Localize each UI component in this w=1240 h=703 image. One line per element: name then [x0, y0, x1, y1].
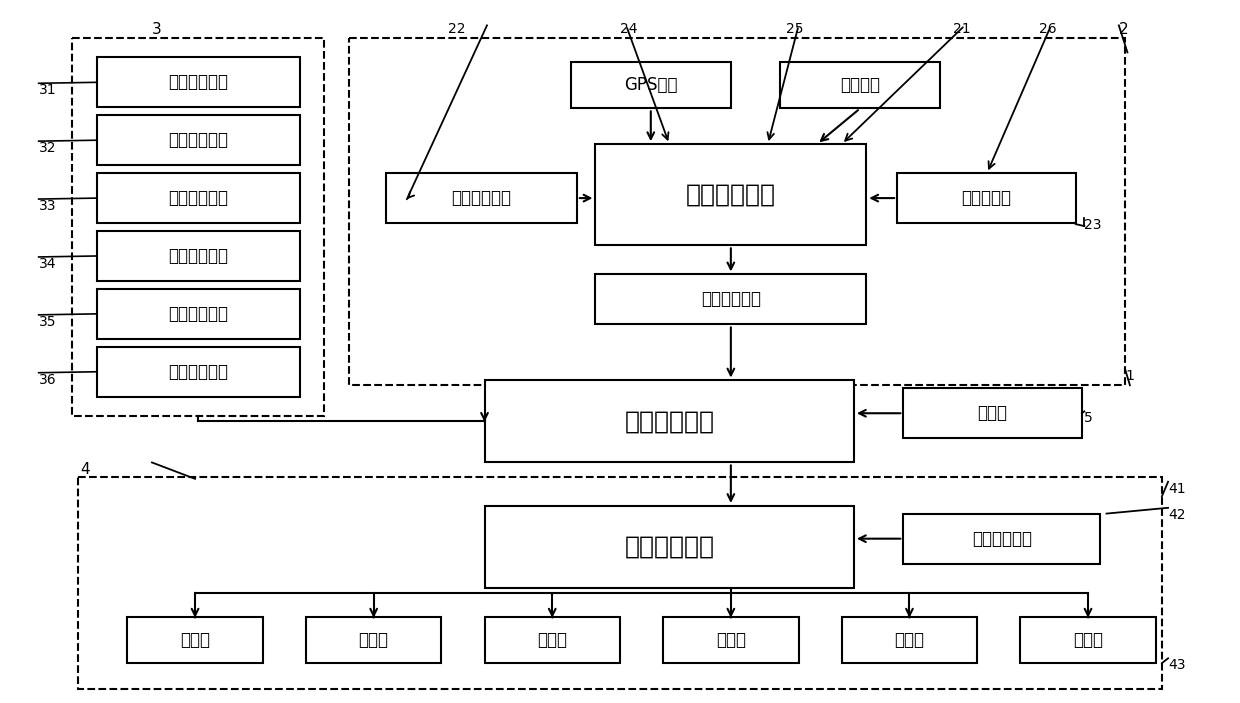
Text: 33: 33 [38, 199, 56, 213]
Text: 数据库: 数据库 [977, 404, 1008, 423]
Bar [903, 388, 1081, 439]
Text: 22: 22 [448, 22, 465, 36]
Text: 远程监测平台: 远程监测平台 [624, 535, 714, 559]
Text: 摄像头组件: 摄像头组件 [961, 189, 1012, 207]
Text: 客户端: 客户端 [358, 631, 388, 649]
Text: 服务管理终端: 服务管理终端 [624, 409, 714, 434]
Bar [97, 57, 300, 108]
Bar [595, 274, 867, 325]
Text: GPS模块: GPS模块 [624, 76, 677, 94]
Text: 31: 31 [38, 83, 56, 97]
Bar [595, 144, 867, 245]
Text: 1: 1 [1125, 369, 1133, 383]
Text: 2: 2 [1118, 22, 1128, 37]
Text: 警报控制模块: 警报控制模块 [169, 363, 228, 381]
Text: 计时模块: 计时模块 [841, 76, 880, 94]
Text: 肥水施加模块: 肥水施加模块 [169, 247, 228, 265]
Bar [97, 231, 300, 281]
Text: 客户端: 客户端 [894, 631, 925, 649]
Bar [1021, 617, 1156, 663]
Text: 数据采集组件: 数据采集组件 [451, 189, 511, 207]
Text: 数据存储模块: 数据存储模块 [972, 529, 1032, 548]
Text: 26: 26 [1039, 22, 1056, 36]
Text: 3: 3 [153, 22, 161, 37]
Bar [485, 506, 854, 588]
Bar [897, 173, 1076, 223]
Text: 43: 43 [1168, 658, 1185, 672]
Text: 客户端: 客户端 [715, 631, 745, 649]
Text: 通风控制模块: 通风控制模块 [169, 73, 228, 91]
Bar [97, 115, 300, 165]
Text: 21: 21 [952, 22, 970, 36]
Text: 客户端: 客户端 [1073, 631, 1104, 649]
Text: 4: 4 [81, 463, 91, 477]
Bar [485, 380, 854, 463]
Text: 35: 35 [38, 315, 56, 329]
Bar [780, 62, 940, 108]
Bar [97, 347, 300, 397]
Bar [570, 62, 730, 108]
Bar [348, 38, 1125, 385]
Bar [663, 617, 799, 663]
Bar [903, 514, 1100, 564]
Text: 32: 32 [38, 141, 56, 155]
Bar [485, 617, 620, 663]
Bar [97, 173, 300, 223]
Text: 25: 25 [786, 22, 804, 36]
Bar [128, 617, 263, 663]
Text: 数据处理模块: 数据处理模块 [701, 290, 761, 309]
Text: 湿度控制模块: 湿度控制模块 [169, 189, 228, 207]
Bar [97, 289, 300, 339]
Text: 23: 23 [1084, 219, 1102, 233]
Text: 数据采集终端: 数据采集终端 [686, 183, 776, 207]
Text: 36: 36 [38, 373, 56, 387]
Text: 客户端: 客户端 [180, 631, 210, 649]
Text: 34: 34 [38, 257, 56, 271]
Text: 5: 5 [1084, 411, 1094, 425]
Text: 照明控制模块: 照明控制模块 [169, 305, 228, 323]
Text: 客户端: 客户端 [537, 631, 567, 649]
Text: 41: 41 [1168, 482, 1185, 496]
Bar [306, 617, 441, 663]
Bar [78, 477, 1162, 689]
Bar [72, 38, 325, 416]
Text: 24: 24 [620, 22, 637, 36]
Text: 42: 42 [1168, 508, 1185, 522]
Bar [842, 617, 977, 663]
Text: 室温控制模块: 室温控制模块 [169, 131, 228, 149]
Bar [386, 173, 577, 223]
